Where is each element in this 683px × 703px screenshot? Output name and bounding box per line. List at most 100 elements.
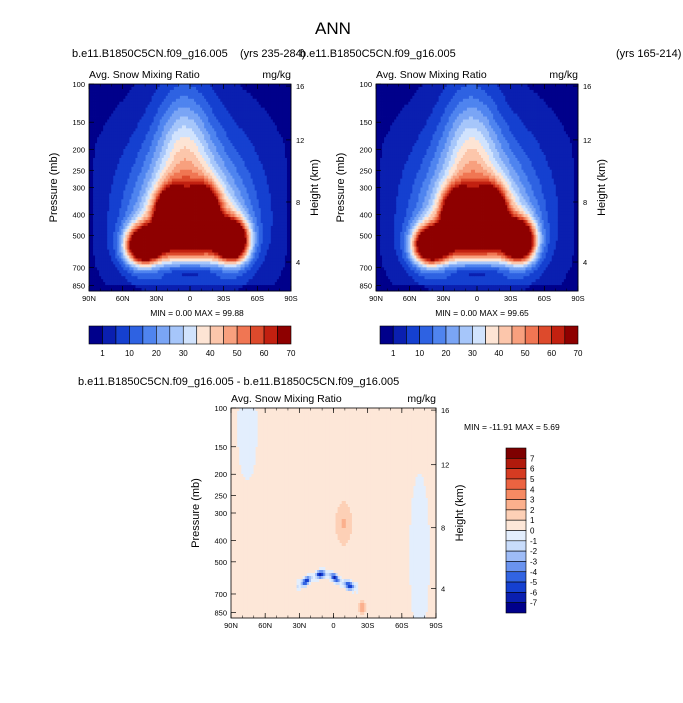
p1-y2tick-0: 16 xyxy=(583,82,591,91)
p1-cbar-box-13 xyxy=(552,326,565,344)
p1-cbar-box-2 xyxy=(406,326,419,344)
p1-y2tick-1: 12 xyxy=(583,136,591,145)
p1-cbar-label-1: 10 xyxy=(415,349,424,358)
p0-cbar-box-0 xyxy=(89,326,102,344)
p0-ytick-4: 300 xyxy=(72,184,85,193)
p0-xtick-5: 60S xyxy=(251,294,264,303)
p1-cbar-box-3 xyxy=(420,326,433,344)
panel-diff-case-title: b.e11.B1850C5CN.f09_g16.005 - b.e11.B185… xyxy=(78,376,399,388)
p2-xtick-6: 90S xyxy=(429,621,442,630)
p0-ytick-2: 200 xyxy=(72,145,85,154)
p2-xtick-0: 90N xyxy=(224,621,238,630)
p1-cbar-box-5 xyxy=(446,326,459,344)
p0-cbar-label-5: 50 xyxy=(233,349,242,358)
p2-cbar-label-2: 5 xyxy=(530,475,535,484)
p0-cbar-box-3 xyxy=(129,326,142,344)
p2-field xyxy=(231,408,436,618)
p2-y2tick-1: 12 xyxy=(441,461,449,470)
p1-cbar-box-12 xyxy=(538,326,551,344)
p2-y2tick-2: 8 xyxy=(441,524,445,533)
p2-cbar-label-6: 1 xyxy=(530,516,535,525)
p1-xtick-5: 60S xyxy=(538,294,551,303)
p2-ytick-4: 300 xyxy=(214,509,227,518)
p2-cbar-box-12 xyxy=(506,572,526,582)
p2-cbar-box-7 xyxy=(506,520,526,530)
p1-cbar-box-4 xyxy=(433,326,446,344)
p0-cbar-box-10 xyxy=(224,326,237,344)
p0-cbar-label-6: 60 xyxy=(260,349,269,358)
figure-title: ANN xyxy=(315,19,351,38)
p2-cbar-box-13 xyxy=(506,582,526,592)
p1-cbar-box-11 xyxy=(525,326,538,344)
p2-cbar-label-13: -6 xyxy=(530,588,538,597)
p2-xtick-3: 0 xyxy=(331,621,335,630)
p1-cbar-label-0: 1 xyxy=(391,349,396,358)
p1-cbar-box-1 xyxy=(393,326,406,344)
panel-left-case-title: b.e11.B1850C5CN.f09_g16.005 xyxy=(72,48,228,60)
p0-cbar-label-7: 70 xyxy=(287,349,296,358)
p1-ytick-1: 150 xyxy=(359,118,372,127)
p2-cbar-label-9: -2 xyxy=(530,547,538,556)
p2-cbar-label-12: -5 xyxy=(530,578,538,587)
p1-ylabel: Pressure (mb) xyxy=(335,153,347,223)
p2-ylabel-right: Height (km) xyxy=(454,485,466,542)
p0-cbar-box-6 xyxy=(170,326,183,344)
p0-cbar-box-12 xyxy=(251,326,264,344)
p0-y2tick-3: 4 xyxy=(296,258,300,267)
p2-cbar-box-14 xyxy=(506,592,526,602)
p1-cbar-box-0 xyxy=(380,326,393,344)
p0-cbar-label-1: 10 xyxy=(125,349,134,358)
p0-units: mg/kg xyxy=(262,69,291,81)
p2-cbar-box-10 xyxy=(506,551,526,561)
p2-cbar-box-9 xyxy=(506,541,526,551)
p1-cbar-label-2: 20 xyxy=(442,349,451,358)
panel-right-case-title: b.e11.B1850C5CN.f09_g16.005 xyxy=(300,48,456,60)
p1-ytick-6: 500 xyxy=(359,232,372,241)
p1-cbar-label-3: 30 xyxy=(468,349,477,358)
p2-cbar-box-11 xyxy=(506,561,526,571)
p2-cbar-box-15 xyxy=(506,603,526,613)
p2-title: Avg. Snow Mixing Ratio xyxy=(231,393,342,405)
p0-ytick-0: 100 xyxy=(72,80,85,89)
p0-ytick-6: 500 xyxy=(72,232,85,241)
p1-title: Avg. Snow Mixing Ratio xyxy=(376,69,487,81)
p2-cbar-label-0: 7 xyxy=(530,454,535,463)
p0-minmax: MIN = 0.00 MAX = 99.88 xyxy=(150,308,244,318)
p0-ytick-5: 400 xyxy=(72,211,85,220)
p1-ytick-7: 700 xyxy=(359,263,372,272)
p0-xtick-4: 30S xyxy=(217,294,230,303)
p2-xtick-1: 60N xyxy=(258,621,272,630)
p0-cbar-box-13 xyxy=(264,326,277,344)
p0-cbar-box-14 xyxy=(278,326,291,344)
p0-cbar-label-2: 20 xyxy=(152,349,161,358)
p0-y2tick-2: 8 xyxy=(296,198,300,207)
p2-cbar-box-0 xyxy=(506,448,526,458)
p0-cbar-label-4: 40 xyxy=(206,349,215,358)
p0-xtick-2: 30N xyxy=(149,294,163,303)
p1-cbar-box-7 xyxy=(472,326,485,344)
p0-cbar-label-3: 30 xyxy=(179,349,188,358)
p2-cbar-label-3: 4 xyxy=(530,485,535,494)
p1-cbar-label-4: 40 xyxy=(494,349,503,358)
p2-ytick-3: 250 xyxy=(214,492,227,501)
p1-xtick-1: 60N xyxy=(403,294,417,303)
panel-right-case-years: (yrs 165-214) xyxy=(616,48,681,60)
p1-minmax: MIN = 0.00 MAX = 99.65 xyxy=(435,308,529,318)
p1-cbar-box-9 xyxy=(499,326,512,344)
p1-ytick-0: 100 xyxy=(359,80,372,89)
p0-cbar-label-0: 1 xyxy=(100,349,105,358)
p1-y2tick-3: 4 xyxy=(583,258,587,267)
p2-cbar-box-2 xyxy=(506,469,526,479)
p1-y2tick-2: 8 xyxy=(583,198,587,207)
p1-cbar-box-8 xyxy=(486,326,499,344)
p1-ytick-5: 400 xyxy=(359,211,372,220)
p2-cbar-box-3 xyxy=(506,479,526,489)
p2-cbar-label-14: -7 xyxy=(530,599,538,608)
p2-minmax: MIN = -11.91 MAX = 5.69 xyxy=(464,422,560,432)
p2-cbar-label-10: -3 xyxy=(530,557,538,566)
p2-ytick-6: 500 xyxy=(214,558,227,567)
